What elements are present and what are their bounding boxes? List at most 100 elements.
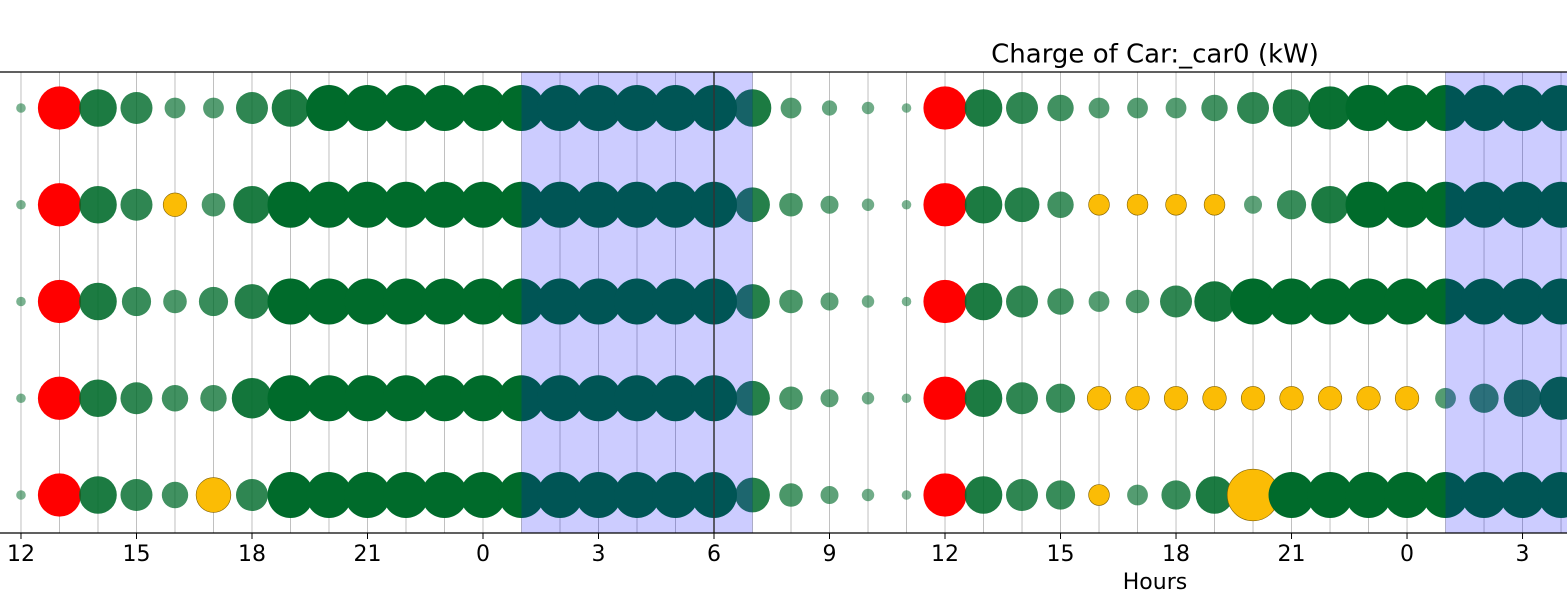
axis: 12 15 18 21 0 3 6 9 12 15 18 21 0 3 (7, 533, 1530, 567)
bubble (305, 181, 352, 228)
bubble (1088, 291, 1110, 312)
bubble (203, 97, 224, 119)
bubble (1461, 181, 1508, 228)
bubble (305, 472, 352, 518)
bubble (1160, 285, 1193, 318)
bubble (1127, 97, 1148, 119)
bubble (79, 185, 117, 224)
bubble (459, 472, 506, 518)
bubble (37, 376, 82, 420)
bubble (1163, 386, 1189, 411)
bubble (164, 97, 186, 119)
bubble (1006, 479, 1039, 511)
bubble (779, 386, 803, 411)
bubble (614, 375, 661, 422)
bubble (1240, 386, 1266, 411)
bubble (382, 278, 429, 325)
bubble (421, 181, 468, 228)
bubble (120, 188, 153, 221)
bubble (37, 473, 82, 517)
bubble (498, 85, 545, 131)
bubble (652, 278, 699, 325)
bubble (498, 472, 545, 518)
bubble (1006, 285, 1039, 318)
bubble (901, 490, 912, 500)
bubble (614, 278, 661, 325)
bubble (344, 472, 391, 518)
bubble (79, 476, 117, 514)
bubble (344, 278, 391, 325)
bubble (498, 181, 545, 228)
bubble (1127, 484, 1148, 506)
bubble (1538, 472, 1567, 518)
bubble (614, 85, 661, 131)
bubble (267, 278, 314, 325)
shaded-span (1445, 72, 1567, 533)
bubble (382, 375, 429, 422)
bubble (1538, 85, 1567, 131)
bubble (1125, 386, 1150, 411)
bubble (821, 100, 838, 116)
bubble (923, 86, 967, 130)
bubble (1538, 278, 1567, 325)
bubble (779, 289, 803, 314)
bubble (1165, 194, 1187, 216)
bubble (1435, 387, 1456, 409)
bubble (1499, 472, 1546, 518)
bubble (1279, 386, 1304, 411)
bubble (1047, 191, 1074, 218)
bubble (235, 479, 268, 511)
bubble (861, 488, 875, 502)
bubble (305, 375, 352, 422)
bubble (344, 85, 391, 131)
bubble (120, 92, 153, 124)
bubble (1345, 278, 1392, 325)
bubble (1045, 480, 1076, 510)
x-tick-label: 12 (931, 542, 959, 567)
bubble (498, 375, 545, 422)
x-tick-label: 21 (1278, 542, 1306, 567)
bubble (120, 382, 153, 415)
bubble (1345, 181, 1392, 228)
bubble (923, 473, 967, 517)
bubble (1499, 85, 1546, 131)
bubble (861, 101, 875, 115)
chart-title: Charge of Car:_car0 (kW) (991, 40, 1319, 70)
bubble (1394, 386, 1420, 411)
bubble (16, 393, 26, 404)
bubble (1272, 89, 1311, 127)
bubble (16, 490, 26, 500)
bubble (652, 181, 699, 228)
bubble (1201, 94, 1228, 122)
bubble (305, 278, 352, 325)
bubble (1307, 472, 1354, 518)
x-tick-label: 15 (1047, 542, 1075, 567)
bubble (16, 103, 26, 113)
bubble (733, 89, 772, 127)
shaded-span (521, 72, 753, 533)
bubble (964, 89, 1003, 127)
bubble (201, 192, 226, 217)
bubble (1307, 278, 1354, 325)
bubble (923, 183, 967, 227)
x-tick-label: 0 (476, 542, 490, 567)
bubbles (16, 85, 1567, 522)
bubble (198, 286, 229, 317)
bubble (1539, 376, 1567, 420)
bubble (1384, 472, 1431, 518)
bubble (271, 89, 310, 127)
x-tick-label: 3 (1516, 542, 1530, 567)
x-tick-label: 0 (1400, 542, 1414, 567)
bubble (901, 393, 912, 404)
bubble (861, 392, 875, 405)
bubble (1268, 472, 1315, 518)
bubble (1317, 386, 1343, 411)
bubble (1422, 181, 1469, 228)
bubble (923, 279, 967, 324)
bubble (382, 472, 429, 518)
bubble (1006, 382, 1039, 415)
bubble (575, 278, 622, 325)
bubble (1469, 383, 1499, 413)
bubble (161, 385, 189, 412)
